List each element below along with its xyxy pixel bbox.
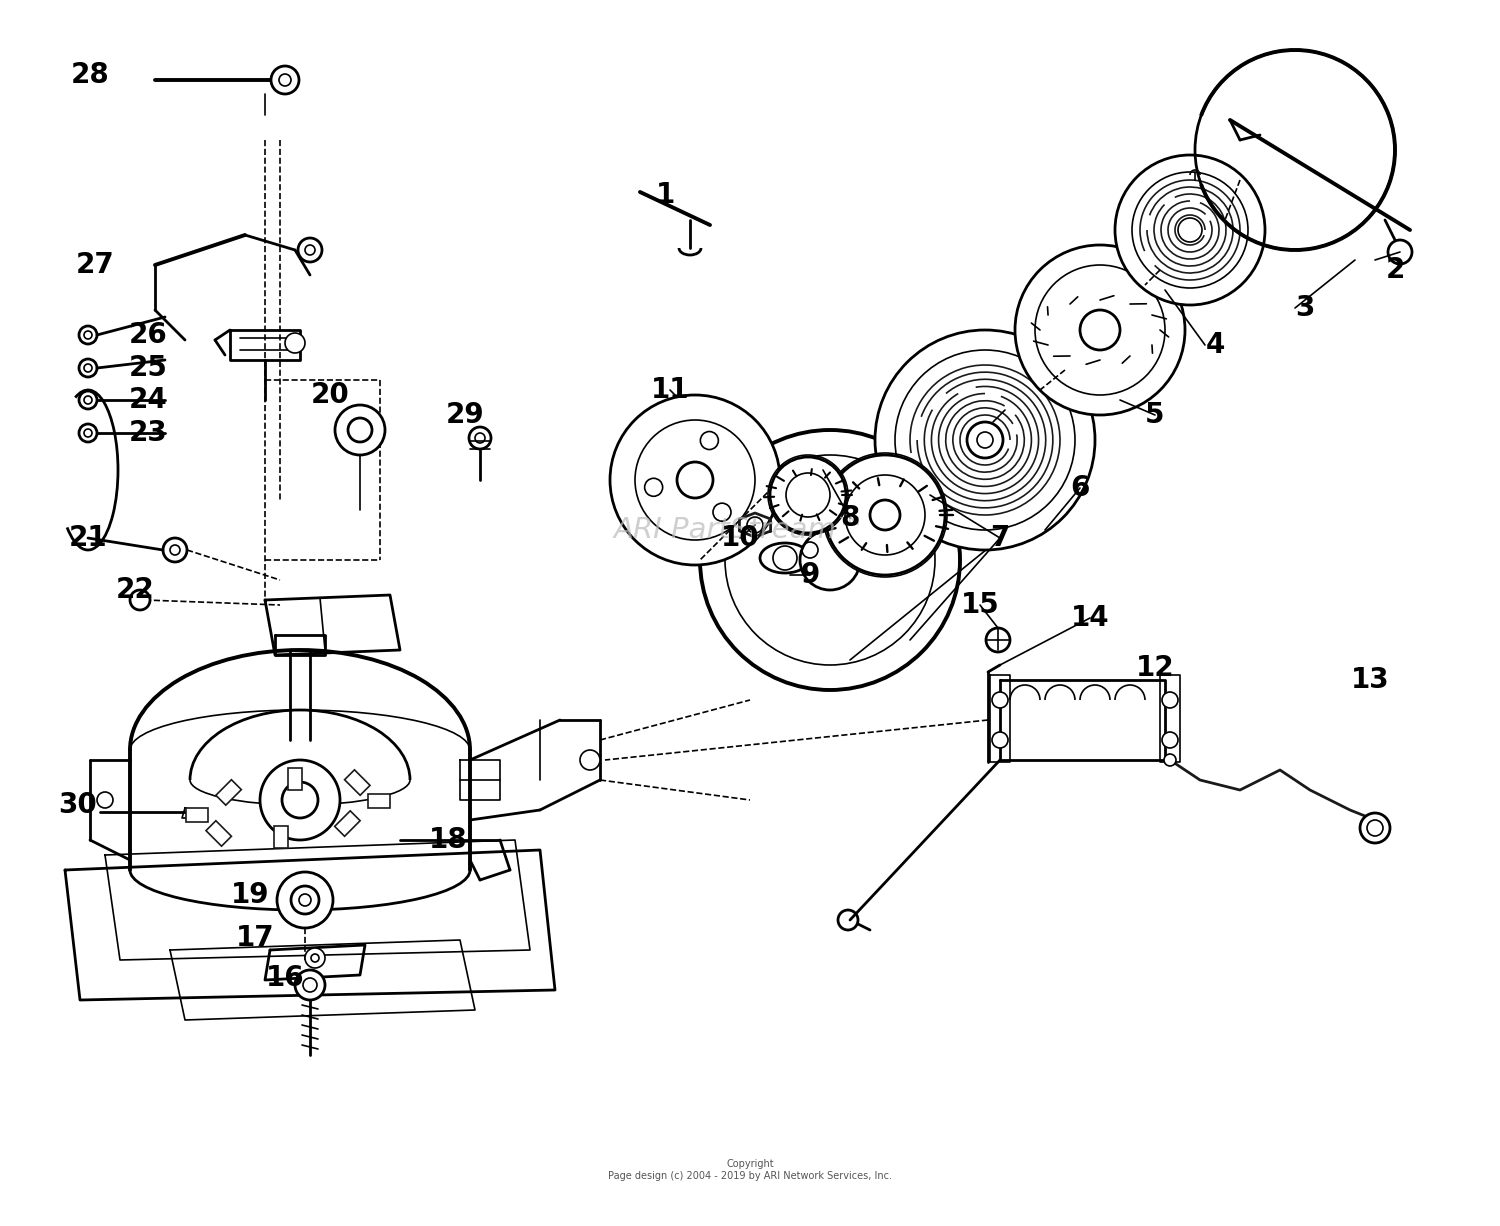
Text: 22: 22 [116, 576, 154, 604]
Circle shape [1178, 218, 1202, 242]
Circle shape [1114, 154, 1264, 305]
Text: 14: 14 [1071, 604, 1110, 631]
Circle shape [700, 430, 960, 690]
Polygon shape [105, 840, 530, 960]
Text: 18: 18 [429, 826, 468, 855]
Text: 23: 23 [129, 419, 168, 447]
Polygon shape [64, 850, 555, 1000]
Text: 13: 13 [1350, 666, 1389, 694]
Circle shape [645, 478, 663, 497]
Circle shape [610, 395, 780, 565]
Text: 27: 27 [75, 251, 114, 280]
Bar [186, 808, 209, 821]
Circle shape [282, 782, 318, 818]
Text: 2: 2 [1386, 256, 1404, 284]
Circle shape [130, 590, 150, 611]
Polygon shape [460, 760, 500, 801]
Text: 29: 29 [446, 401, 485, 429]
Text: 9: 9 [801, 562, 819, 588]
Bar [368, 794, 390, 808]
Circle shape [676, 462, 712, 498]
Circle shape [712, 503, 730, 521]
Circle shape [272, 66, 298, 94]
Text: 11: 11 [651, 376, 690, 405]
Text: 21: 21 [69, 524, 108, 552]
Circle shape [825, 455, 945, 575]
Bar [274, 826, 288, 848]
Circle shape [80, 359, 98, 378]
Text: 19: 19 [231, 881, 270, 908]
Circle shape [80, 391, 98, 409]
Circle shape [98, 792, 112, 808]
Text: 4: 4 [1206, 331, 1224, 359]
Text: 25: 25 [129, 354, 168, 383]
Text: 5: 5 [1146, 401, 1164, 429]
Polygon shape [266, 595, 400, 655]
Bar [206, 820, 231, 846]
Circle shape [80, 326, 98, 345]
Text: 7: 7 [990, 524, 1010, 552]
Circle shape [296, 970, 326, 1000]
Circle shape [1162, 732, 1178, 748]
Circle shape [298, 238, 322, 262]
Circle shape [1162, 691, 1178, 707]
Bar [334, 810, 360, 836]
Circle shape [992, 691, 1008, 707]
Circle shape [80, 424, 98, 443]
Text: 8: 8 [840, 504, 860, 532]
Circle shape [870, 500, 900, 530]
Circle shape [770, 457, 846, 533]
Bar [216, 780, 242, 805]
Text: ARI PartStream™: ARI PartStream™ [614, 516, 866, 544]
Circle shape [285, 333, 304, 353]
Circle shape [1388, 240, 1411, 264]
Circle shape [470, 427, 490, 449]
Circle shape [839, 910, 858, 931]
Polygon shape [182, 808, 206, 818]
Circle shape [164, 538, 188, 562]
Circle shape [1016, 245, 1185, 414]
Circle shape [700, 432, 718, 450]
Text: 1: 1 [656, 181, 675, 208]
Text: 15: 15 [960, 591, 999, 619]
Text: 10: 10 [720, 524, 759, 552]
Text: 17: 17 [236, 924, 274, 953]
Text: 24: 24 [129, 386, 168, 414]
Circle shape [1164, 754, 1176, 766]
Text: 30: 30 [58, 791, 98, 819]
Circle shape [874, 330, 1095, 550]
Polygon shape [274, 635, 326, 655]
Circle shape [986, 628, 1010, 652]
Circle shape [968, 422, 1004, 459]
Circle shape [772, 546, 796, 570]
Polygon shape [230, 330, 300, 360]
Polygon shape [740, 512, 771, 537]
Polygon shape [170, 940, 476, 1020]
Circle shape [992, 732, 1008, 748]
Circle shape [800, 530, 859, 590]
Polygon shape [1000, 680, 1166, 760]
Circle shape [1360, 813, 1390, 843]
Bar [288, 767, 302, 790]
Text: 26: 26 [129, 321, 168, 349]
Circle shape [260, 760, 340, 840]
Bar [345, 770, 370, 796]
Text: Copyright
Page design (c) 2004 - 2019 by ARI Network Services, Inc.: Copyright Page design (c) 2004 - 2019 by… [608, 1160, 892, 1181]
Text: 28: 28 [70, 61, 110, 89]
Text: 16: 16 [266, 964, 305, 992]
Text: 6: 6 [1071, 474, 1089, 501]
Circle shape [278, 872, 333, 928]
Text: 3: 3 [1296, 294, 1314, 322]
Polygon shape [1160, 676, 1180, 763]
Text: 20: 20 [310, 381, 350, 409]
Circle shape [334, 405, 386, 455]
Polygon shape [266, 945, 364, 980]
Circle shape [1080, 310, 1120, 349]
Text: 12: 12 [1136, 653, 1174, 682]
Circle shape [580, 750, 600, 770]
Polygon shape [990, 676, 1010, 763]
Circle shape [304, 948, 326, 969]
